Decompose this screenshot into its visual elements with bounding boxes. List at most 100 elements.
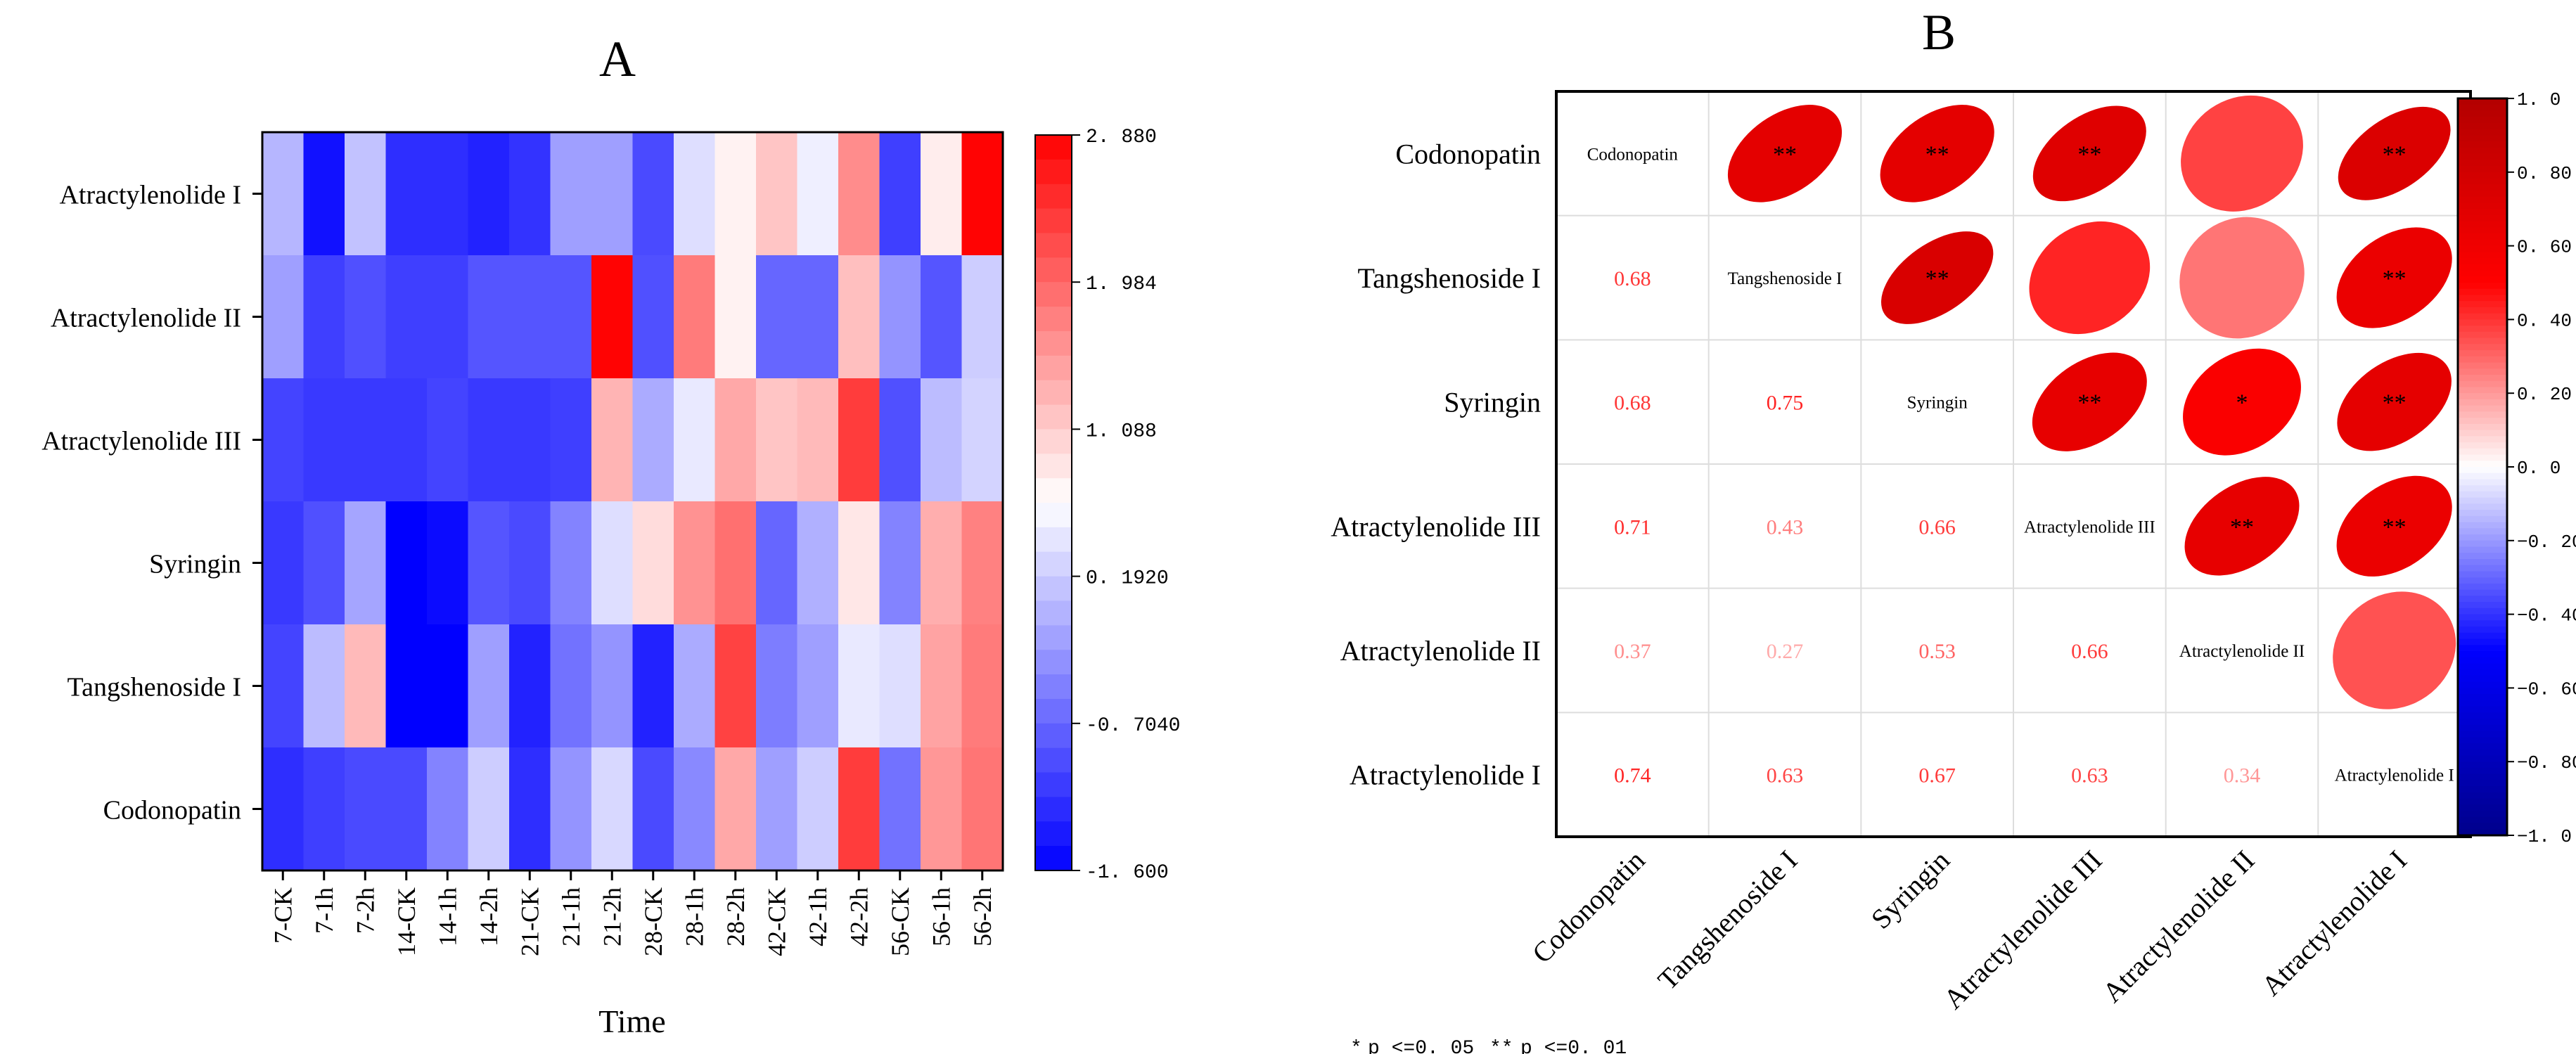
heatmap-cell [303, 255, 345, 379]
colorbar-step [1035, 307, 1072, 332]
heatmap-cell [591, 501, 633, 625]
colorbar-step [2458, 436, 2507, 443]
heatmap-cell [550, 624, 592, 748]
colorbar-tick-label: −0. 80 [2517, 752, 2576, 773]
heatmap-cell [262, 255, 304, 379]
heatmap-cell [756, 747, 797, 871]
heatmap-cell [756, 501, 797, 625]
heatmap-cell [921, 501, 962, 625]
colorbar-step [2458, 694, 2507, 701]
heatmap-cell [303, 747, 345, 871]
heatmap-cell [756, 624, 797, 748]
heatmap-cell [385, 378, 428, 502]
colorbar-step [1035, 650, 1072, 675]
colorbar-step [2458, 258, 2507, 265]
colorbar-step [1035, 527, 1072, 553]
colorbar-step [1035, 355, 1072, 381]
heatmap-cell [879, 378, 921, 502]
colorbar-step [1035, 330, 1072, 356]
colorbar-step [2458, 497, 2507, 504]
heatmap-cell [303, 501, 345, 625]
colorbar-step [2458, 632, 2507, 640]
panel-a-row-labels: Atractylenolide I Atractylenolide II Atrac… [41, 181, 262, 825]
colorbar-step [2458, 233, 2507, 240]
heatmap-cell [797, 132, 839, 256]
colorbar-step [2458, 110, 2507, 117]
diagonal-label: Codonopatin [1587, 145, 1679, 164]
heatmap-cell [509, 501, 551, 625]
heatmap-cell [385, 501, 428, 625]
heatmap-cell [550, 747, 592, 871]
colorbar-step [2458, 700, 2507, 707]
colorbar-step [2458, 681, 2507, 688]
colorbar-step [2458, 172, 2507, 179]
colorbar-step [2458, 485, 2507, 492]
heatmap-cell [427, 378, 468, 502]
heatmap-cell [303, 378, 345, 502]
colorbar-step [2458, 191, 2507, 198]
heatmap-cell [591, 132, 633, 256]
significance-mark: ** [2383, 390, 2407, 416]
heatmap-cell [632, 501, 674, 625]
heatmap-cell [303, 132, 345, 256]
heatmap-cell [921, 747, 962, 871]
colorbar-step [2458, 147, 2507, 155]
panel-a-label: A [599, 31, 636, 87]
heatmap-cell [262, 747, 304, 871]
colorbar-step [2458, 270, 2507, 277]
colorbar-step [2458, 418, 2507, 425]
column-label: 56-CK [886, 887, 914, 956]
heatmap-cell [797, 501, 839, 625]
heatmap-cell [961, 501, 1004, 625]
heatmap-cell [879, 501, 921, 625]
colorbar-step [2458, 153, 2507, 160]
heatmap-cell [345, 132, 386, 256]
colorbar-step [2458, 546, 2507, 553]
colorbar-step [2458, 534, 2507, 541]
colorbar-step [2458, 491, 2507, 499]
colorbar-tick-label: 0. 1920 [1086, 568, 1169, 590]
column-label: 7-1h [310, 887, 338, 934]
heatmap-cell [674, 747, 715, 871]
heatmap-cell [468, 747, 510, 871]
colorbar-step [2458, 737, 2507, 744]
row-label: Atractylenolide I [1350, 759, 1541, 791]
heatmap-cell [756, 378, 797, 502]
colorbar-tick-label: 1. 0 [2517, 89, 2561, 110]
colorbar-step [2458, 823, 2507, 830]
row-label: Atractylenolide III [1331, 510, 1541, 542]
significance-mark: ** [2077, 141, 2101, 167]
heatmap-cell [797, 378, 839, 502]
correlation-ellipse [2032, 352, 2147, 451]
colorbar-step [1035, 797, 1072, 822]
colorbar-step [1035, 135, 1072, 160]
colorbar-step [2458, 638, 2507, 645]
column-label: Tangshenoside I [1651, 844, 1803, 996]
heatmap-cell [879, 132, 921, 256]
correlation-value: 0.63 [1767, 764, 1804, 788]
colorbar-step [1035, 674, 1072, 700]
column-label: 28-2h [722, 887, 750, 946]
colorbar-step [2458, 663, 2507, 670]
heatmap-cell [550, 132, 592, 256]
colorbar-step [2458, 184, 2507, 191]
colorbar-step [1035, 282, 1072, 307]
heatmap-cell [385, 255, 428, 379]
colorbar-step [2458, 331, 2507, 339]
heatmap-cell [550, 501, 592, 625]
colorbar-tick-label: 2. 880 [1086, 127, 1157, 148]
heatmap-cell [674, 501, 715, 625]
column-label: 14-CK [392, 887, 421, 956]
colorbar-step [2458, 295, 2507, 302]
correlation-value: 0.66 [1918, 515, 1956, 539]
heatmap-cell [715, 132, 757, 256]
heatmap-cell [674, 624, 715, 748]
colorbar-step [2458, 467, 2507, 474]
heatmap-cell [921, 255, 962, 379]
colorbar-step [2458, 479, 2507, 486]
colorbar-step [2458, 448, 2507, 456]
colorbar-tick-label: -1. 600 [1086, 862, 1169, 884]
heatmap-cell [262, 132, 304, 256]
colorbar-step [2458, 515, 2507, 523]
